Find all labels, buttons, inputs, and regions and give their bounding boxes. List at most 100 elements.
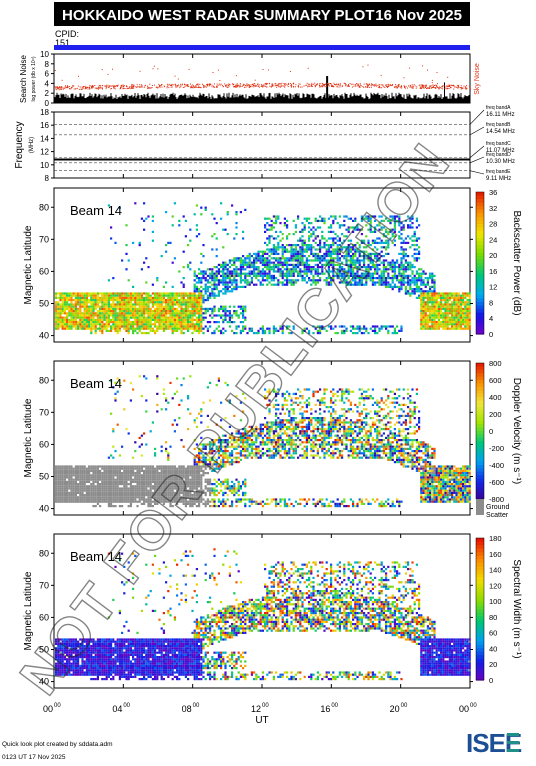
scatter-cell: [235, 332, 237, 334]
scatter-cell: [213, 332, 215, 334]
scatter-cell: [92, 492, 94, 494]
scatter-cell: [92, 328, 94, 330]
scatter-cell: [295, 251, 297, 253]
scatter-cell: [158, 306, 160, 308]
scatter-cell: [420, 292, 422, 294]
sky-noise-point: [349, 86, 350, 87]
sky-noise-point: [290, 85, 291, 86]
scatter-cell: [216, 284, 218, 286]
sky-noise-point: [102, 85, 103, 86]
scatter-cell: [108, 472, 110, 474]
scatter-cell: [453, 312, 455, 314]
scatter-cell: [110, 492, 112, 494]
scatter-cell: [114, 505, 116, 507]
scatter-cell: [394, 266, 396, 268]
sky-noise-point: [111, 86, 112, 87]
scatter-cell: [194, 308, 196, 310]
scatter-cell: [319, 240, 321, 242]
scatter-cell: [79, 292, 81, 294]
sky-noise-point: [206, 87, 207, 88]
scatter-cell: [55, 317, 57, 319]
scatter-cell: [150, 325, 152, 327]
scatter-cell: [440, 297, 442, 299]
scatter-cell: [66, 468, 68, 470]
sky-noise-point: [377, 85, 378, 86]
scatter-cell: [117, 325, 119, 327]
sky-noise-point: [266, 86, 267, 87]
scatter-cell: [86, 317, 88, 319]
scatter-cell: [295, 248, 297, 250]
scatter-cell: [222, 270, 224, 272]
scatter-cell: [185, 301, 187, 303]
scatter-cell: [70, 476, 72, 478]
scatter-cell: [202, 332, 204, 334]
scatter-cell: [81, 317, 83, 319]
scatter-cell: [418, 295, 420, 297]
sky-noise-point: [60, 89, 61, 90]
scatter-cell: [229, 319, 231, 321]
scatter-cell: [211, 312, 213, 314]
scatter-cell: [123, 312, 125, 314]
scatter-cell: [180, 301, 182, 303]
scatter-cell: [458, 299, 460, 301]
sky-noise-point: [422, 65, 423, 66]
scatter-cell: [106, 317, 108, 319]
scatter-cell: [264, 242, 266, 244]
scatter-cell: [321, 237, 323, 239]
scatter-cell: [88, 487, 90, 489]
scatter-cell: [66, 494, 68, 496]
scatter-cell: [299, 246, 301, 248]
scatter-cell: [249, 275, 251, 277]
scatter-cell: [92, 297, 94, 299]
scatter-cell: [106, 299, 108, 301]
scatter-cell: [266, 248, 268, 250]
scatter-cell: [187, 328, 189, 330]
scatter-cell: [299, 257, 301, 259]
sky-noise-point: [467, 88, 468, 89]
scatter-cell: [262, 268, 264, 270]
scatter-cell: [132, 308, 134, 310]
scatter-cell: [205, 299, 207, 301]
sky-noise-point: [308, 68, 309, 69]
scatter-cell: [92, 308, 94, 310]
scatter-cell: [290, 275, 292, 277]
scatter-cell: [268, 218, 270, 220]
scatter-cell: [106, 468, 108, 470]
sky-noise-point: [92, 86, 93, 87]
scatter-cell: [286, 220, 288, 222]
scatter-cell: [134, 297, 136, 299]
scatter-cell: [81, 494, 83, 496]
scatter-cell: [343, 332, 345, 334]
scatter-cell: [207, 275, 209, 277]
sky-noise-point: [392, 84, 393, 85]
scatter-cell: [242, 237, 244, 239]
scatter-cell: [125, 297, 127, 299]
sky-noise-point: [108, 74, 109, 75]
scatter-cell: [145, 317, 147, 319]
scatter-cell: [75, 319, 77, 321]
scatter-cell: [271, 262, 273, 264]
scatter-cell: [328, 237, 330, 239]
scatter-cell: [422, 328, 424, 330]
sky-noise-point: [358, 84, 359, 85]
scatter-cell: [132, 306, 134, 308]
scatter-cell: [416, 237, 418, 239]
scatter-cell: [207, 297, 209, 299]
scatter-cell: [282, 237, 284, 239]
scatter-cell: [290, 253, 292, 255]
scatter-cell: [442, 321, 444, 323]
scatter-cell: [70, 494, 72, 496]
scatter-cell: [242, 314, 244, 316]
scatter-cell: [449, 306, 451, 308]
scatter-cell: [189, 292, 191, 294]
scatter-cell: [400, 286, 402, 288]
scatter-cell: [165, 314, 167, 316]
sky-noise-point: [407, 88, 408, 89]
sky-noise-point: [280, 87, 281, 88]
scatter-cell: [139, 292, 141, 294]
scatter-cell: [141, 317, 143, 319]
colorbar-segment: [476, 199, 484, 203]
scatter-cell: [257, 259, 259, 261]
scatter-cell: [440, 299, 442, 301]
sky-noise-point: [132, 84, 133, 85]
